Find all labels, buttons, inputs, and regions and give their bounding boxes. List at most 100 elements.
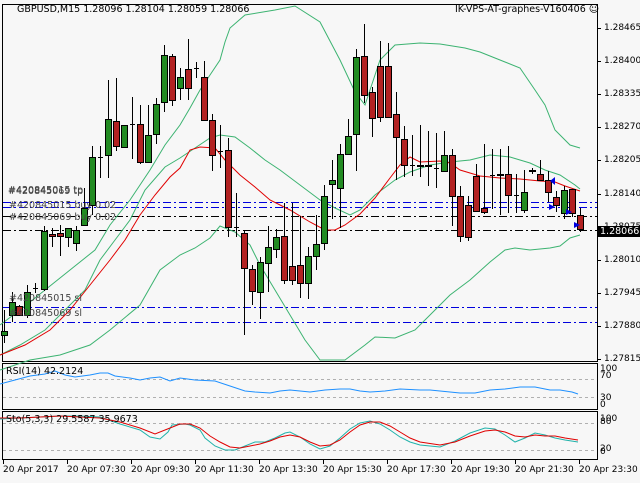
bear-candle	[401, 139, 408, 166]
bear-candle	[417, 165, 424, 167]
rsi-level-label: 100	[600, 364, 618, 374]
bull-candle	[345, 136, 352, 155]
bear-candle	[289, 266, 296, 281]
bull-candle	[353, 57, 360, 135]
time-tick-label: 20 Apr 19:30	[451, 465, 510, 475]
smiley-icon[interactable]: ☺	[588, 4, 600, 15]
bear-candle	[569, 189, 576, 214]
rsi-panel-frame	[2, 363, 598, 410]
order-label: #420845015 buy 0.02	[9, 200, 117, 211]
trade-arrow-icon	[566, 209, 572, 215]
bear-candle	[385, 66, 392, 118]
bollinger-band-line	[0, 225, 581, 371]
price-tick-label: 1.27880	[604, 321, 640, 331]
bull-candle	[329, 180, 336, 185]
bear-candle	[241, 233, 248, 269]
order-label: #420845069 tp	[8, 186, 84, 197]
bull-candle	[521, 192, 528, 211]
bear-candle	[113, 121, 120, 147]
sto-level-label: 0	[600, 447, 606, 457]
bull-candle	[41, 231, 48, 290]
bear-candle	[16, 306, 23, 316]
bear-candle	[361, 56, 368, 96]
bear-candle	[393, 114, 400, 138]
price-tick-label: 1.28140	[604, 189, 640, 199]
bull-candle	[121, 125, 128, 148]
bear-candle	[297, 265, 304, 284]
bear-candle	[169, 56, 176, 101]
rsi-level-label: 70	[600, 371, 612, 381]
price-tick-label: 1.28205	[604, 155, 640, 165]
time-tick-label: 20 Apr 2017	[3, 465, 59, 475]
bull-candle	[81, 208, 88, 226]
bear-candle	[537, 174, 544, 181]
sto-panel-frame	[2, 411, 598, 460]
rsi-label: RSI(14) 42.2124	[6, 366, 84, 377]
bull-candle	[561, 190, 568, 214]
bull-candle	[153, 104, 160, 135]
time-tick-label: 20 Apr 11:30	[195, 465, 254, 475]
bear-candle	[505, 174, 512, 196]
bear-candle	[281, 236, 288, 281]
bear-candle	[185, 69, 192, 89]
bull-candle	[257, 262, 264, 293]
sto-label: Sto(5,3,3) 29.5587 35.9673	[6, 414, 138, 425]
bear-candle	[481, 208, 488, 213]
time-tick-label: 20 Apr 07:30	[67, 465, 126, 475]
sto-level-label: 20	[600, 444, 612, 454]
time-tick-label: 20 Apr 23:30	[579, 465, 638, 475]
bull-candle	[24, 292, 31, 316]
bull-candle	[441, 155, 448, 172]
sto-signal-line	[0, 415, 579, 449]
bear-candle	[545, 180, 552, 193]
order-label: #420845069 buy 0.02	[9, 212, 117, 223]
bull-candle	[313, 244, 320, 257]
bear-candle	[529, 170, 536, 172]
rsi-level-label: 0	[600, 400, 606, 410]
bear-candle	[457, 196, 464, 237]
main-panel-frame	[2, 4, 598, 362]
expert-name: IK-VPS-AT-graphes-V160406 ☺	[455, 4, 599, 15]
bear-candle	[201, 77, 208, 121]
price-tick-label: 1.28335	[604, 89, 640, 99]
bear-candle	[577, 215, 584, 230]
bear-candle	[425, 165, 432, 167]
bear-candle	[369, 92, 376, 119]
bear-candle	[449, 155, 456, 197]
bull-candle	[305, 256, 312, 284]
bull-candle	[105, 119, 112, 156]
bull-candle	[9, 302, 16, 316]
rsi-line	[0, 370, 579, 395]
order-label: #420845069 sl	[9, 308, 82, 319]
bear-candle	[249, 269, 256, 292]
bull-candle	[177, 77, 184, 89]
bull-candle	[321, 196, 328, 244]
trade-arrow-icon	[550, 177, 555, 185]
bear-candle	[137, 124, 144, 163]
bull-candle	[265, 247, 272, 264]
price-tick-label: 1.27945	[604, 288, 640, 298]
time-tick-label: 20 Apr 09:30	[131, 465, 190, 475]
bull-candle	[89, 157, 96, 206]
rsi-level-label: 30	[600, 393, 612, 403]
time-tick-label: 20 Apr 13:30	[259, 465, 318, 475]
trade-arrow-icon	[574, 222, 580, 228]
bear-candle	[377, 66, 384, 118]
bear-candle	[465, 205, 472, 238]
bear-candle	[209, 120, 216, 156]
time-tick-label: 20 Apr 15:30	[323, 465, 382, 475]
time-tick-label: 20 Apr 21:30	[515, 465, 574, 475]
price-tick-label: 1.28270	[604, 122, 640, 132]
price-tick-label: 1.28400	[604, 56, 640, 66]
price-tick-label: 1.28010	[604, 255, 640, 265]
bull-candle	[1, 331, 8, 336]
bollinger-band-line	[0, 5, 581, 326]
bear-candle	[225, 150, 232, 228]
bull-candle	[145, 135, 152, 163]
price-tick-label: 1.28465	[604, 23, 640, 33]
expert-name-text: IK-VPS-AT-graphes-V160406	[455, 4, 586, 15]
bear-candle	[473, 176, 480, 212]
current-price-label: 1.28066	[598, 226, 640, 237]
